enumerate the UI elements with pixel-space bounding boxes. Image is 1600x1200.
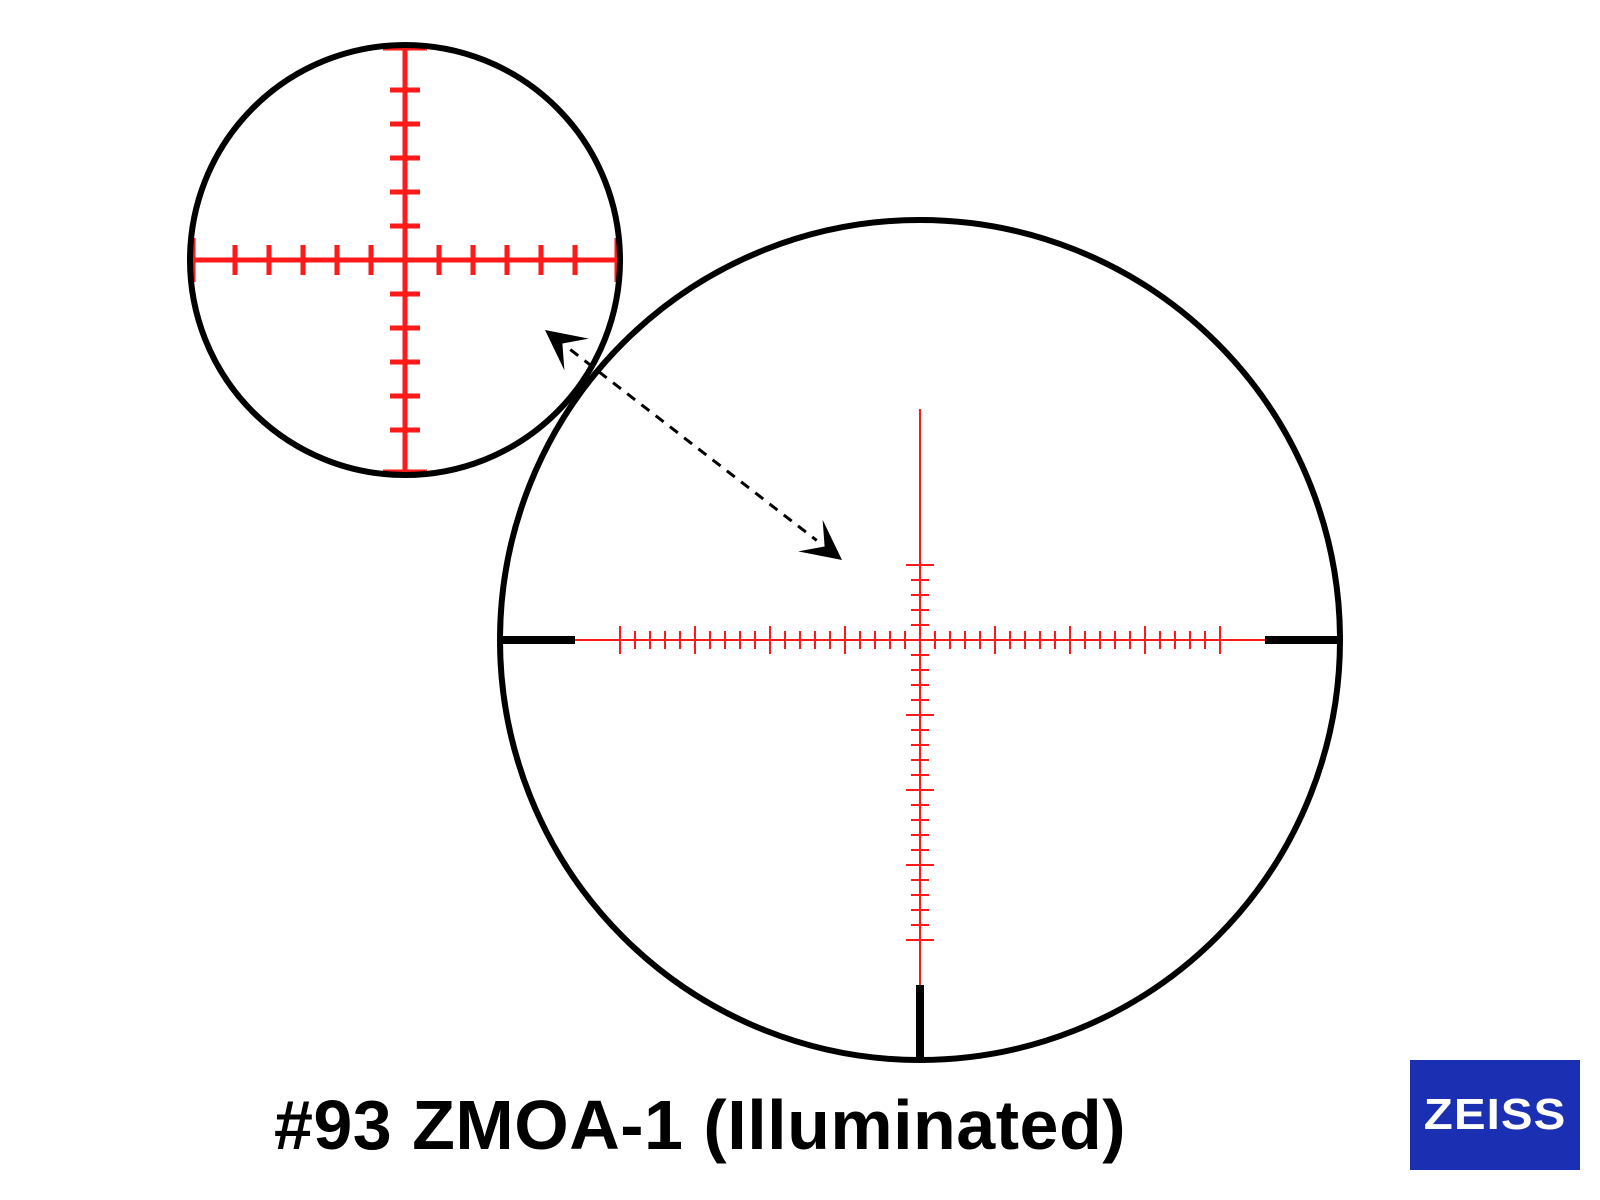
reticle-caption: #93 ZMOA-1 (Illuminated) — [0, 1085, 1400, 1165]
diagram-stage: #93 ZMOA-1 (Illuminated) ZEISS — [0, 0, 1600, 1200]
brand-logo: ZEISS — [1410, 1060, 1580, 1170]
brand-logo-text: ZEISS — [1424, 1090, 1567, 1140]
zoom-arrow — [0, 0, 1600, 1200]
